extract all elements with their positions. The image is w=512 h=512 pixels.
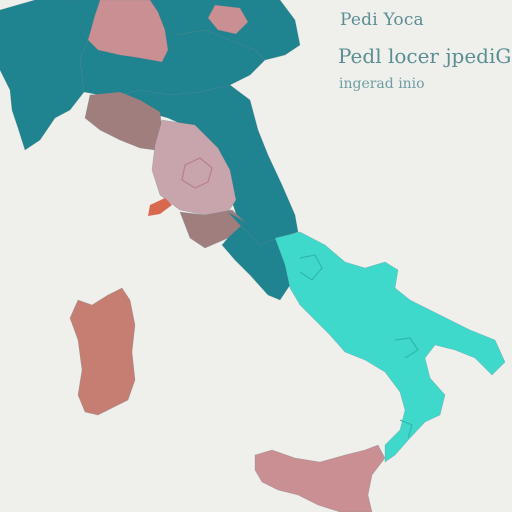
map-title: Pedi Yoca bbox=[340, 10, 424, 30]
contour-lazio bbox=[181, 157, 213, 189]
contour-south-1 bbox=[299, 254, 323, 281]
contour-south-3 bbox=[399, 419, 413, 439]
region-south[interactable] bbox=[274, 231, 506, 463]
map-caption: ingerad inio bbox=[339, 76, 425, 92]
contour-south-2 bbox=[394, 337, 419, 359]
region-northwest[interactable] bbox=[0, 0, 89, 151]
region-rose-northeast[interactable] bbox=[207, 4, 249, 35]
region-abruzzo[interactable] bbox=[221, 211, 291, 301]
region-marker bbox=[148, 198, 172, 216]
region-sicily[interactable] bbox=[254, 444, 386, 512]
map-subtitle: Pedl locer jpediGio bbox=[338, 44, 512, 68]
region-sardinia[interactable] bbox=[69, 287, 136, 416]
region-rose-north[interactable] bbox=[87, 0, 169, 63]
